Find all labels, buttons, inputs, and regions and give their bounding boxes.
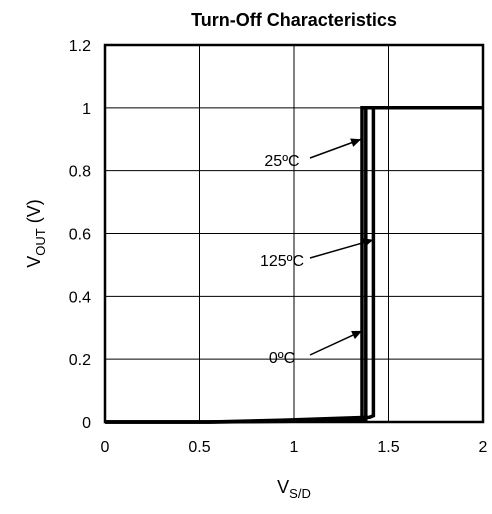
y-tick-label: 0.6 [69, 227, 91, 244]
y-axis-label: VOUT (V) [24, 199, 48, 267]
y-tick-labels: 0 0.2 0.4 0.6 0.8 1 1.2 [69, 38, 91, 432]
annotation-label: 25ºC [264, 153, 299, 170]
chart-title: Turn-Off Characteristics [191, 10, 397, 30]
y-axis-label-sub: OUT [33, 228, 48, 256]
x-tick-label: 1 [290, 439, 299, 456]
annotation-arrow-head [350, 138, 362, 147]
annotation-label: 0ºC [269, 350, 295, 367]
annotation-arrow-line [309, 239, 374, 259]
annotation-arrow-head [362, 238, 374, 247]
annotations: 25ºC 125ºC 0ºC [260, 138, 374, 367]
x-tick-labels: 0 0.5 1 1.5 2 [101, 439, 488, 456]
y-tick-label: 0 [82, 415, 91, 432]
annotation-label: 125ºC [260, 253, 304, 270]
x-axis-label-main: V [277, 477, 289, 497]
y-tick-label: 0.8 [69, 164, 91, 181]
y-axis-label-unit: (V) [24, 199, 44, 228]
x-tick-label: 1.5 [377, 439, 399, 456]
x-tick-label: 2 [479, 439, 488, 456]
plot-frame [103, 43, 485, 424]
annotation-arrow-head [351, 330, 363, 340]
x-tick-label: 0.5 [188, 439, 210, 456]
x-axis-label-sub: S/D [289, 486, 311, 501]
y-tick-label: 0.4 [69, 289, 91, 306]
y-tick-label: 1.2 [69, 38, 91, 55]
y-tick-label: 0.2 [69, 352, 91, 369]
y-axis-label-main: V [24, 256, 44, 268]
y-tick-label: 1 [82, 101, 91, 118]
x-tick-label: 0 [101, 439, 110, 456]
x-axis-label: VS/D [277, 477, 311, 501]
